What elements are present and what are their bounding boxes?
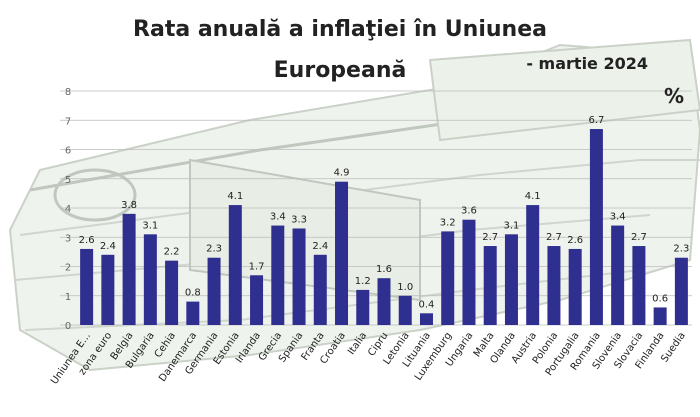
bar-value-label: 3.1 (503, 220, 519, 231)
bar-value-label: 2.7 (631, 232, 647, 243)
bar (398, 295, 412, 325)
bar (632, 246, 646, 325)
bar (335, 181, 349, 325)
bar (547, 246, 561, 325)
bar-value-label: 2.3 (673, 244, 689, 255)
bar-value-label: 6.7 (588, 115, 604, 126)
bar (568, 248, 582, 325)
bar-value-label: 3.4 (610, 212, 626, 223)
bar (143, 234, 157, 325)
bar-value-label: 1.0 (397, 282, 413, 293)
y-axis-ticks: 0 1 2 3 4 5 6 7 8 (65, 87, 71, 332)
bar (611, 225, 625, 325)
bar (186, 301, 200, 325)
bar (292, 228, 306, 325)
value-labels-group: 2.6 2.4 3.8 3.1 2.2 0.8 2.3 4.1 1.7 3.4 3.3 2.4 4.9 1… (79, 115, 690, 310)
y-tick-label: 5 (65, 175, 71, 186)
bar-value-label: 0.8 (185, 288, 201, 299)
bar-value-label: 3.4 (270, 212, 286, 223)
bar-value-label: 3.2 (440, 217, 456, 228)
bar-value-label: 1.6 (376, 264, 392, 275)
bar (250, 275, 264, 325)
bar (526, 205, 540, 325)
bar (228, 205, 242, 325)
chart-title-line-2: Europeană (273, 58, 407, 83)
bars-group (80, 129, 688, 325)
bar-value-label: 4.1 (227, 191, 243, 202)
unit-label: % (664, 84, 685, 108)
bar (504, 234, 518, 325)
y-tick-label: 7 (65, 116, 71, 127)
y-tick-label: 2 (65, 263, 71, 274)
y-tick-label: 4 (65, 204, 71, 215)
y-tick-label: 3 (65, 233, 71, 244)
bar (165, 260, 179, 325)
bar (122, 213, 136, 325)
y-tick-label: 0 (65, 321, 71, 332)
bar (207, 257, 221, 325)
y-tick-label: 6 (65, 146, 71, 157)
bar (313, 254, 327, 325)
bar-value-label: 2.7 (482, 232, 498, 243)
bar (441, 231, 455, 325)
bar (589, 129, 603, 325)
bar-value-label: 3.8 (121, 200, 137, 211)
bar (377, 278, 391, 325)
bar (674, 257, 688, 325)
bar-value-label: 2.3 (206, 244, 222, 255)
chart-title-line-1: Rata anuală a inflaţiei în Uniunea (133, 17, 547, 42)
bar (653, 307, 667, 325)
bar-value-label: 3.1 (142, 220, 158, 231)
bar-value-label: 1.2 (355, 276, 371, 287)
y-tick-label: 8 (65, 87, 71, 98)
bar (419, 313, 433, 325)
bar-value-label: 2.7 (546, 232, 562, 243)
bar-value-label: 3.3 (291, 214, 307, 225)
bar-value-label: 2.4 (100, 241, 116, 252)
bar-value-label: 2.2 (164, 247, 180, 258)
bar-value-label: 2.4 (312, 241, 328, 252)
bar (80, 248, 94, 325)
bar (101, 254, 115, 325)
gridlines (60, 90, 692, 326)
bar-value-label: 2.6 (79, 235, 95, 246)
bar-value-label: 4.1 (525, 191, 541, 202)
bar-value-label: 1.7 (249, 261, 265, 272)
bar-value-label: 3.6 (461, 206, 477, 217)
bar (356, 289, 370, 325)
bar (483, 246, 497, 325)
bar-value-label: 4.9 (334, 168, 350, 179)
bar-value-label: 0.4 (419, 299, 435, 310)
bar (271, 225, 285, 325)
bar-value-label: 0.6 (652, 293, 668, 304)
bar (462, 219, 476, 325)
y-tick-label: 1 (65, 292, 71, 303)
chart-subtitle: - martie 2024 (526, 54, 648, 73)
bar-value-label: 2.6 (567, 235, 583, 246)
